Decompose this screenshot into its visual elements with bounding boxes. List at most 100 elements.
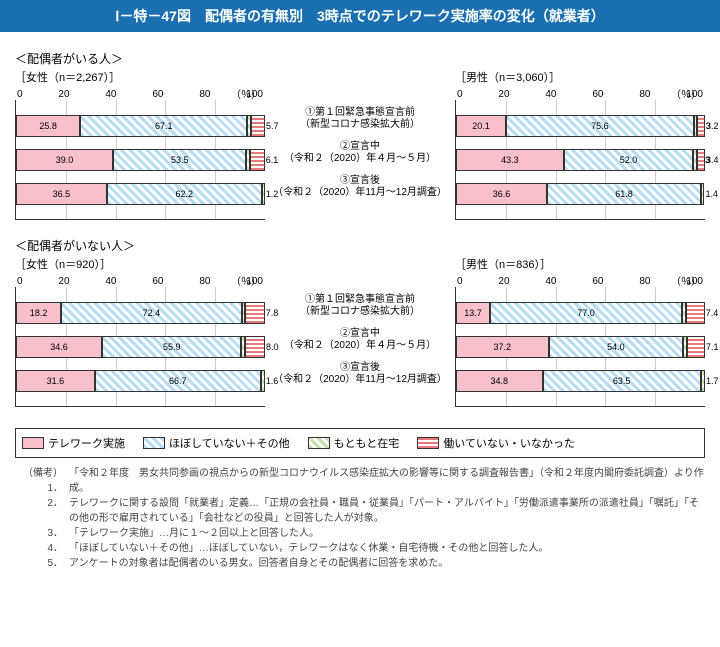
tick: 80 — [639, 89, 650, 100]
bar-row: 31.6 66.7 1.6 — [16, 367, 265, 395]
panel-p3: ［女性（n＝920）］020406080100（％）18.272.41.57.8… — [15, 256, 265, 416]
panel-subtitle: ［男性（n＝3,060）］ — [455, 69, 705, 85]
bar-seg: 1.6 — [261, 370, 265, 392]
bar-seg: 7.8 — [245, 302, 264, 324]
bar-row: 25.867.11.45.7 — [16, 112, 265, 140]
bar-seg: 53.5 — [113, 149, 246, 171]
axis: 020406080100 — [455, 276, 705, 287]
bars: （％）13.777.01.87.437.254.01.77.134.863.51… — [455, 287, 705, 407]
tick: 20 — [58, 276, 69, 287]
value-label: 66.7 — [169, 376, 187, 386]
note-num: （備考） 1． — [15, 466, 63, 496]
period-label: ②宣言中（令和２（2020）年４月～５月） — [265, 141, 455, 165]
pct-label: （％） — [231, 86, 261, 101]
axis: 020406080100 — [15, 89, 265, 100]
bar-seg: 1.7 — [701, 370, 705, 392]
bar-seg: 13.7 — [456, 302, 490, 324]
section2-title: ＜配偶者がいない人＞ — [15, 237, 705, 254]
tick: 20 — [498, 276, 509, 287]
bar-seg: 39.0 — [16, 149, 113, 171]
value-label: 31.6 — [47, 376, 65, 386]
row1: ［女性（n＝2,267）］020406080100（％）25.867.11.45… — [15, 69, 705, 229]
bar-seg: 55.9 — [102, 336, 241, 358]
note-text: テレワークに関する設問「就業者」定義…「正規の会社員・職員・従業員」「パート・ア… — [69, 496, 705, 526]
legend-swatch — [143, 437, 165, 449]
note-row: （備考） 1．「令和２年度 男女共同参画の視点からの新型コロナウイルス感染症拡大… — [15, 466, 705, 496]
legend-item: 働いていない・いなかった — [417, 435, 575, 451]
pct-label: （％） — [671, 273, 701, 288]
bars: （％）18.272.41.57.834.655.91.58.031.666.71… — [15, 287, 265, 407]
note-row: 4．「ほぼしていない＋その他」…ほぼしていない，テレワークはなく休業・自宅待機・… — [15, 541, 705, 556]
value-label: 43.3 — [501, 155, 519, 165]
bar-seg: 52.0 — [564, 149, 693, 171]
bar-seg: 8.0 — [245, 336, 265, 358]
section1-title: ＜配偶者がいる人＞ — [15, 50, 705, 67]
period-labels-2: ①第１回緊急事態宣言前（新型コロナ感染拡大前）②宣言中（令和２（2020）年４月… — [265, 256, 455, 396]
bar-seg: 3.2 — [697, 115, 705, 137]
bar-seg: 7.1 — [687, 336, 705, 358]
note-text: 「ほぼしていない＋その他」…ほぼしていない，テレワークはなく休業・自宅待機・その… — [69, 541, 548, 556]
note-text: 「令和２年度 男女共同参画の視点からの新型コロナウイルス感染症拡大の影響等に関す… — [69, 466, 705, 496]
legend-label: もともと在宅 — [334, 435, 400, 451]
tick: 80 — [639, 276, 650, 287]
legend-label: テレワーク実施 — [48, 435, 125, 451]
note-num: 5． — [15, 556, 63, 571]
bar-row: 18.272.41.57.8 — [16, 299, 265, 327]
value-label: 5.7 — [266, 121, 279, 131]
tick: 40 — [545, 276, 556, 287]
tick: 80 — [199, 89, 210, 100]
bar-seg: 1.2 — [262, 183, 265, 205]
bar-seg: 63.5 — [543, 370, 701, 392]
period-label: ①第１回緊急事態宣言前（新型コロナ感染拡大前） — [265, 294, 455, 318]
legend-swatch — [22, 437, 44, 449]
value-label: 72.4 — [143, 308, 161, 318]
tick: 20 — [498, 89, 509, 100]
panel-subtitle: ［女性（n＝920）］ — [15, 256, 265, 272]
bar-row: 36.562.21.2 — [16, 180, 265, 208]
tick: 40 — [545, 89, 556, 100]
tick: 0 — [17, 276, 23, 287]
bar-seg: 3.4 — [697, 149, 705, 171]
bar-row: 36.661.81.4 — [456, 180, 705, 208]
period-labels-1: ①第１回緊急事態宣言前（新型コロナ感染拡大前） ②宣言中（令和２（2020）年４月… — [265, 69, 455, 209]
value-label: 8.0 — [266, 342, 279, 352]
note-text: 「テレワーク実施」…月に１～２回以上と回答した人。 — [69, 526, 319, 541]
value-label: 13.7 — [464, 308, 482, 318]
bar-seg: 5.7 — [251, 115, 265, 137]
bars: （％）25.867.11.45.739.053.51.36.136.562.21… — [15, 100, 265, 220]
value-label: 53.5 — [171, 155, 189, 165]
value-label: 34.8 — [491, 376, 509, 386]
panel-p2: ［男性（n＝3,060）］020406080100（％）20.175.61.33… — [455, 69, 705, 229]
legend-swatch — [308, 437, 330, 449]
note-num: 2． — [15, 496, 63, 526]
bar-seg: 66.7 — [95, 370, 261, 392]
note-text: アンケートの対象者は配偶者のいる男女。回答者自身とその配偶者に回答を求めた。 — [69, 556, 448, 571]
notes: （備考） 1．「令和２年度 男女共同参画の視点からの新型コロナウイルス感染症拡大… — [15, 466, 705, 571]
bar-row: 37.254.01.77.1 — [456, 333, 705, 361]
panel-p1: ［女性（n＝2,267）］020406080100（％）25.867.11.45… — [15, 69, 265, 229]
value-label: 37.2 — [494, 342, 512, 352]
legend: テレワーク実施ほぼしていない＋その他もともと在宅働いていない・いなかった — [15, 428, 705, 458]
value-label: 62.2 — [176, 189, 194, 199]
bar-seg: 6.1 — [250, 149, 265, 171]
period-label: ①第１回緊急事態宣言前（新型コロナ感染拡大前） — [265, 107, 455, 131]
value-label: 1.4 — [705, 189, 718, 199]
value-label: 39.0 — [56, 155, 74, 165]
legend-swatch — [417, 437, 439, 449]
value-label: 61.8 — [615, 189, 633, 199]
value-label: 1.6 — [266, 376, 279, 386]
tick: 0 — [17, 89, 23, 100]
value-label: 20.1 — [472, 121, 490, 131]
bar-seg: 61.8 — [547, 183, 701, 205]
tick: 0 — [457, 276, 463, 287]
bar-row: 20.175.61.33.2 — [456, 112, 705, 140]
value-label: 7.8 — [266, 308, 279, 318]
pct-label: （％） — [231, 273, 261, 288]
value-label: 18.2 — [30, 308, 48, 318]
value-label: 77.0 — [577, 308, 595, 318]
value-label: 7.4 — [706, 308, 719, 318]
value-label: 6.1 — [266, 155, 279, 165]
note-num: 3． — [15, 526, 63, 541]
bar-seg: 34.8 — [456, 370, 543, 392]
value-label: 25.8 — [39, 121, 57, 131]
